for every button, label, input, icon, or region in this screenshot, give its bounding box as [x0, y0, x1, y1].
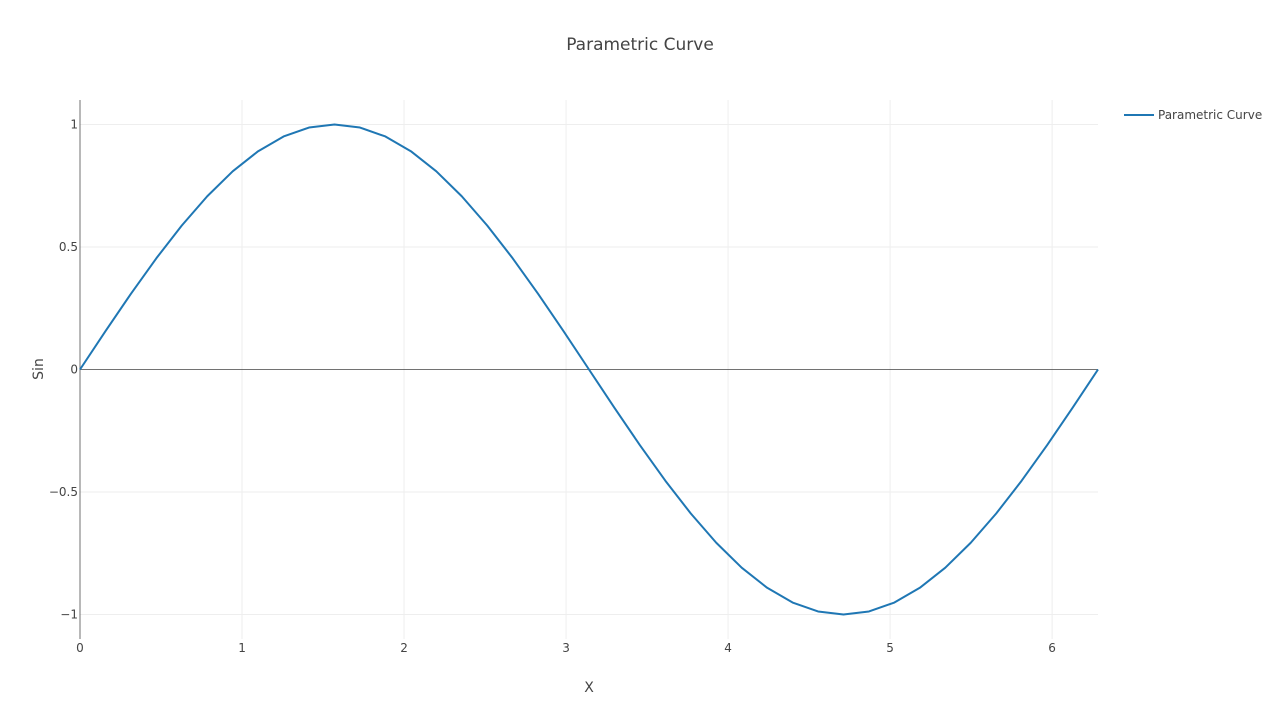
y-tick-label: 0.5: [59, 240, 78, 254]
x-tick-labels: 0 1 2 3 4 5 6: [76, 641, 1056, 655]
x-tick-label: 1: [238, 641, 246, 655]
legend[interactable]: Parametric Curve: [1124, 108, 1262, 122]
x-tick-label: 4: [724, 641, 732, 655]
y-tick-labels: 1 0.5 0 −0.5 −1: [49, 118, 78, 622]
y-tick-label: −0.5: [49, 485, 78, 499]
series-line[interactable]: [79, 123, 1099, 616]
x-tick-label: 6: [1048, 641, 1056, 655]
chart-title: Parametric Curve: [566, 35, 714, 55]
series-lines: [79, 123, 1099, 616]
y-tick-label: 0: [70, 363, 78, 377]
y-tick-label: 1: [70, 118, 78, 132]
x-tick-label: 2: [400, 641, 408, 655]
x-tick-label: 0: [76, 641, 84, 655]
x-tick-label: 3: [562, 641, 570, 655]
x-axis-title: X: [584, 680, 594, 696]
legend-label: Parametric Curve: [1158, 108, 1262, 122]
y-tick-label: −1: [60, 608, 78, 622]
x-tick-label: 5: [886, 641, 894, 655]
legend-item[interactable]: Parametric Curve: [1124, 108, 1262, 122]
y-axis-title: Sin: [31, 358, 47, 380]
